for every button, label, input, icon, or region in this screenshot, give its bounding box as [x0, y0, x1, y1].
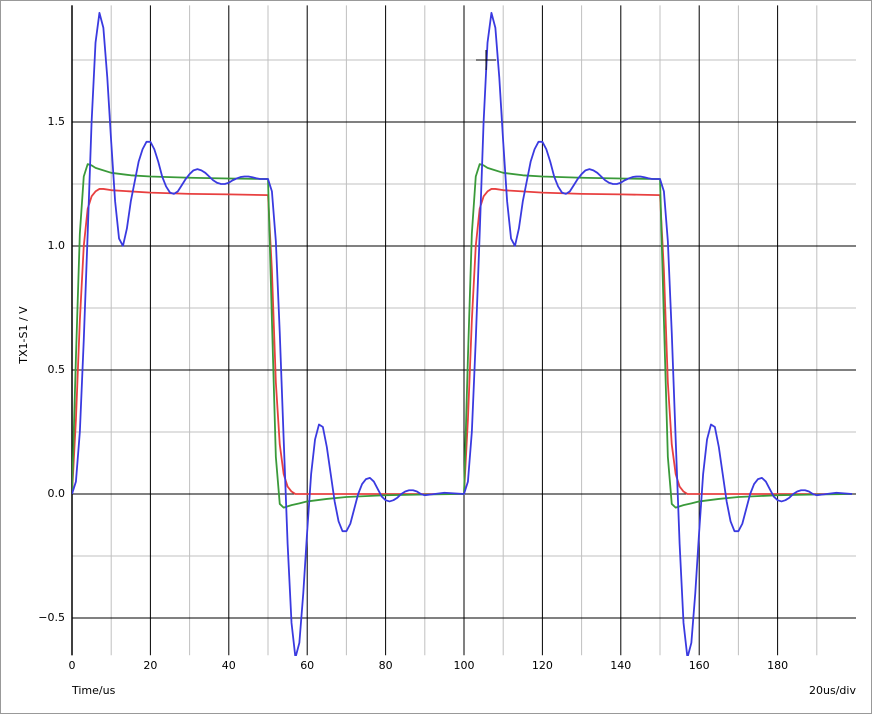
y-tick-label: 1.0 [48, 239, 66, 252]
x-tick-label: 160 [689, 659, 710, 672]
x-tick-label: 140 [610, 659, 631, 672]
y-tick-label: 0.5 [48, 363, 66, 376]
scale-label: 20us/div [809, 684, 856, 697]
y-tick-label: 0.0 [48, 487, 66, 500]
cursor [476, 50, 496, 70]
x-tick-label: 180 [767, 659, 788, 672]
series-line [72, 11, 853, 656]
y-axis-label: TX1-S1 / V [17, 306, 30, 365]
x-axis-label: Time/us [71, 684, 116, 697]
y-tick-label: −0.5 [38, 611, 65, 624]
x-tick-label: 120 [532, 659, 553, 672]
x-tick-label: 0 [69, 659, 76, 672]
x-tick-label: 20 [143, 659, 157, 672]
x-tick-label: 60 [300, 659, 314, 672]
y-tick-label: 1.5 [48, 115, 66, 128]
x-tick-label: 100 [454, 659, 475, 672]
labels: 0 20 40 60 80 100 120 140 160 180 −0.5 0.0 0.5 1.0 1.5 [38, 115, 788, 672]
x-tick-label: 80 [379, 659, 393, 672]
plot-lines [72, 11, 853, 656]
x-tick-label: 40 [222, 659, 236, 672]
grid [71, 5, 856, 656]
